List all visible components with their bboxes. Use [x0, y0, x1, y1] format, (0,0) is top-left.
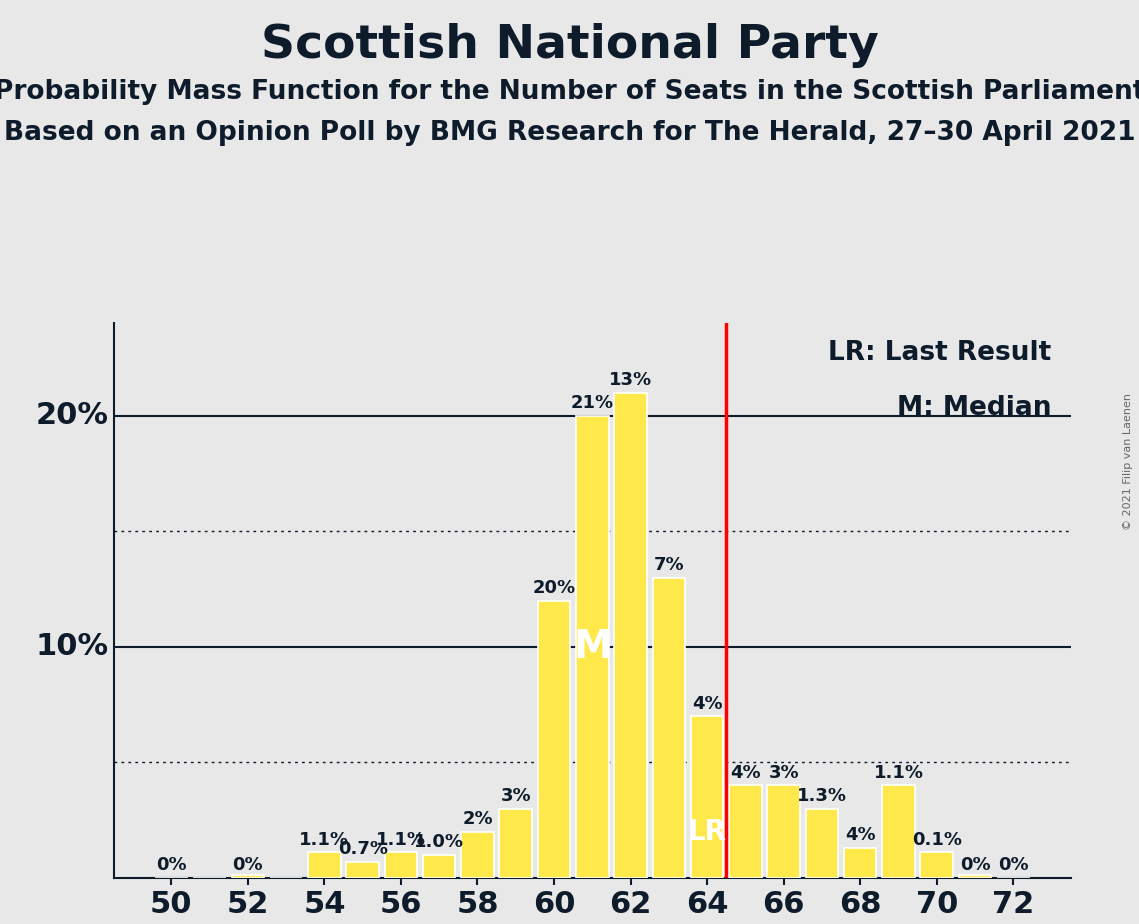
Text: Based on an Opinion Poll by BMG Research for The Herald, 27–30 April 2021: Based on an Opinion Poll by BMG Research…: [3, 120, 1136, 146]
Text: M: M: [573, 627, 612, 666]
Text: Scottish National Party: Scottish National Party: [261, 23, 878, 68]
Text: LR: LR: [688, 818, 727, 845]
Text: Probability Mass Function for the Number of Seats in the Scottish Parliament: Probability Mass Function for the Number…: [0, 79, 1139, 104]
Text: 4%: 4%: [730, 764, 761, 782]
Text: 7%: 7%: [654, 556, 685, 574]
Text: © 2021 Filip van Laenen: © 2021 Filip van Laenen: [1123, 394, 1133, 530]
Text: 13%: 13%: [609, 371, 653, 389]
Text: 21%: 21%: [571, 395, 614, 412]
Bar: [309, 852, 341, 878]
Bar: [844, 848, 876, 878]
Text: 10%: 10%: [36, 632, 109, 662]
Text: 0%: 0%: [232, 857, 263, 874]
Bar: [385, 852, 417, 878]
Text: 1.1%: 1.1%: [376, 831, 426, 849]
Text: 0.7%: 0.7%: [337, 840, 387, 858]
Bar: [500, 808, 532, 878]
Bar: [729, 785, 762, 878]
Bar: [423, 855, 456, 878]
Bar: [805, 808, 838, 878]
Text: 2%: 2%: [462, 810, 493, 828]
Text: LR: Last Result: LR: Last Result: [828, 340, 1051, 366]
Text: 0%: 0%: [998, 857, 1029, 874]
Bar: [653, 578, 685, 878]
Bar: [461, 832, 493, 878]
Text: 4%: 4%: [691, 695, 722, 712]
Text: 3%: 3%: [769, 764, 798, 782]
Text: 4%: 4%: [845, 826, 876, 845]
Text: 20%: 20%: [532, 579, 575, 597]
Text: 1.1%: 1.1%: [874, 764, 924, 782]
Bar: [614, 393, 647, 878]
Text: M: Median: M: Median: [898, 395, 1051, 421]
Text: 0.1%: 0.1%: [911, 831, 961, 849]
Bar: [959, 876, 991, 878]
Bar: [920, 852, 953, 878]
Bar: [576, 416, 608, 878]
Bar: [231, 876, 264, 878]
Bar: [538, 601, 571, 878]
Text: 20%: 20%: [36, 401, 109, 431]
Text: 1.1%: 1.1%: [300, 831, 350, 849]
Text: 3%: 3%: [500, 787, 531, 805]
Bar: [691, 716, 723, 878]
Text: 1.3%: 1.3%: [797, 787, 847, 805]
Text: 0%: 0%: [960, 857, 990, 874]
Text: 0%: 0%: [156, 857, 187, 874]
Text: 1.0%: 1.0%: [415, 833, 465, 851]
Bar: [883, 785, 915, 878]
Bar: [346, 861, 379, 878]
Bar: [768, 785, 800, 878]
